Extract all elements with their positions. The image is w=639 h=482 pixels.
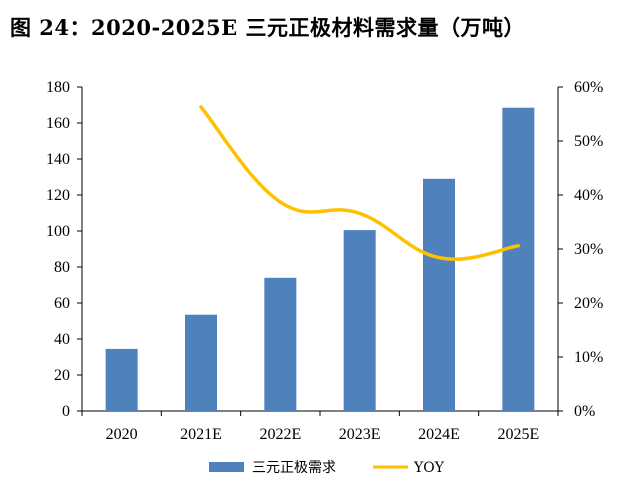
- bar: [343, 230, 376, 411]
- bar: [264, 277, 297, 411]
- bar: [502, 107, 535, 411]
- figure-title: 图 24：2020-2025E 三元正极材料需求量（万吨）: [10, 15, 525, 40]
- y-right-tick-label: 20%: [574, 295, 603, 312]
- axes: [77, 86, 563, 416]
- legend-swatch-bar: [209, 462, 244, 472]
- x-tick-label: 2025E: [497, 426, 539, 443]
- x-tick-label: 2020: [106, 426, 138, 443]
- y-right-tick-label: 10%: [574, 349, 603, 366]
- y-right-tick-label: 40%: [574, 187, 603, 204]
- y-right-tick-label: 50%: [574, 133, 603, 150]
- y-right-tick-label: 30%: [574, 241, 603, 258]
- legend-label-line: YOY: [413, 460, 445, 476]
- y-left-tick-label: 80: [54, 259, 70, 276]
- x-tick-label: 2024E: [418, 426, 460, 443]
- y-left-tick-label: 100: [46, 223, 70, 240]
- bar: [105, 348, 138, 411]
- y-right-tick-label: 0%: [574, 403, 595, 420]
- y-right-tick-label: 60%: [574, 79, 603, 96]
- yoy-line: [199, 105, 521, 261]
- x-tick-label: 2023E: [339, 426, 381, 443]
- tick-labels: 0 20 40 60 80 100 120 140 160 180 0% 10% 20% 30% 40% 50…: [46, 79, 603, 443]
- legend: 三元正极需求 YOY: [209, 460, 445, 476]
- y-left-tick-label: 60: [54, 295, 70, 312]
- y-left-tick-label: 180: [46, 79, 70, 96]
- y-left-tick-label: 120: [46, 187, 70, 204]
- y-left-tick-label: 40: [54, 331, 70, 348]
- y-left-tick-label: 0: [62, 403, 70, 420]
- legend-label-bar: 三元正极需求: [252, 460, 336, 476]
- y-left-tick-label: 160: [46, 115, 70, 132]
- y-left-tick-label: 140: [46, 151, 70, 168]
- x-tick-label: 2021E: [180, 426, 222, 443]
- bars: [105, 107, 535, 411]
- x-tick-label: 2022E: [259, 426, 301, 443]
- y-left-tick-label: 20: [54, 367, 70, 384]
- bar: [185, 314, 217, 411]
- yoy-line-series: [199, 105, 521, 261]
- bar: [423, 178, 455, 411]
